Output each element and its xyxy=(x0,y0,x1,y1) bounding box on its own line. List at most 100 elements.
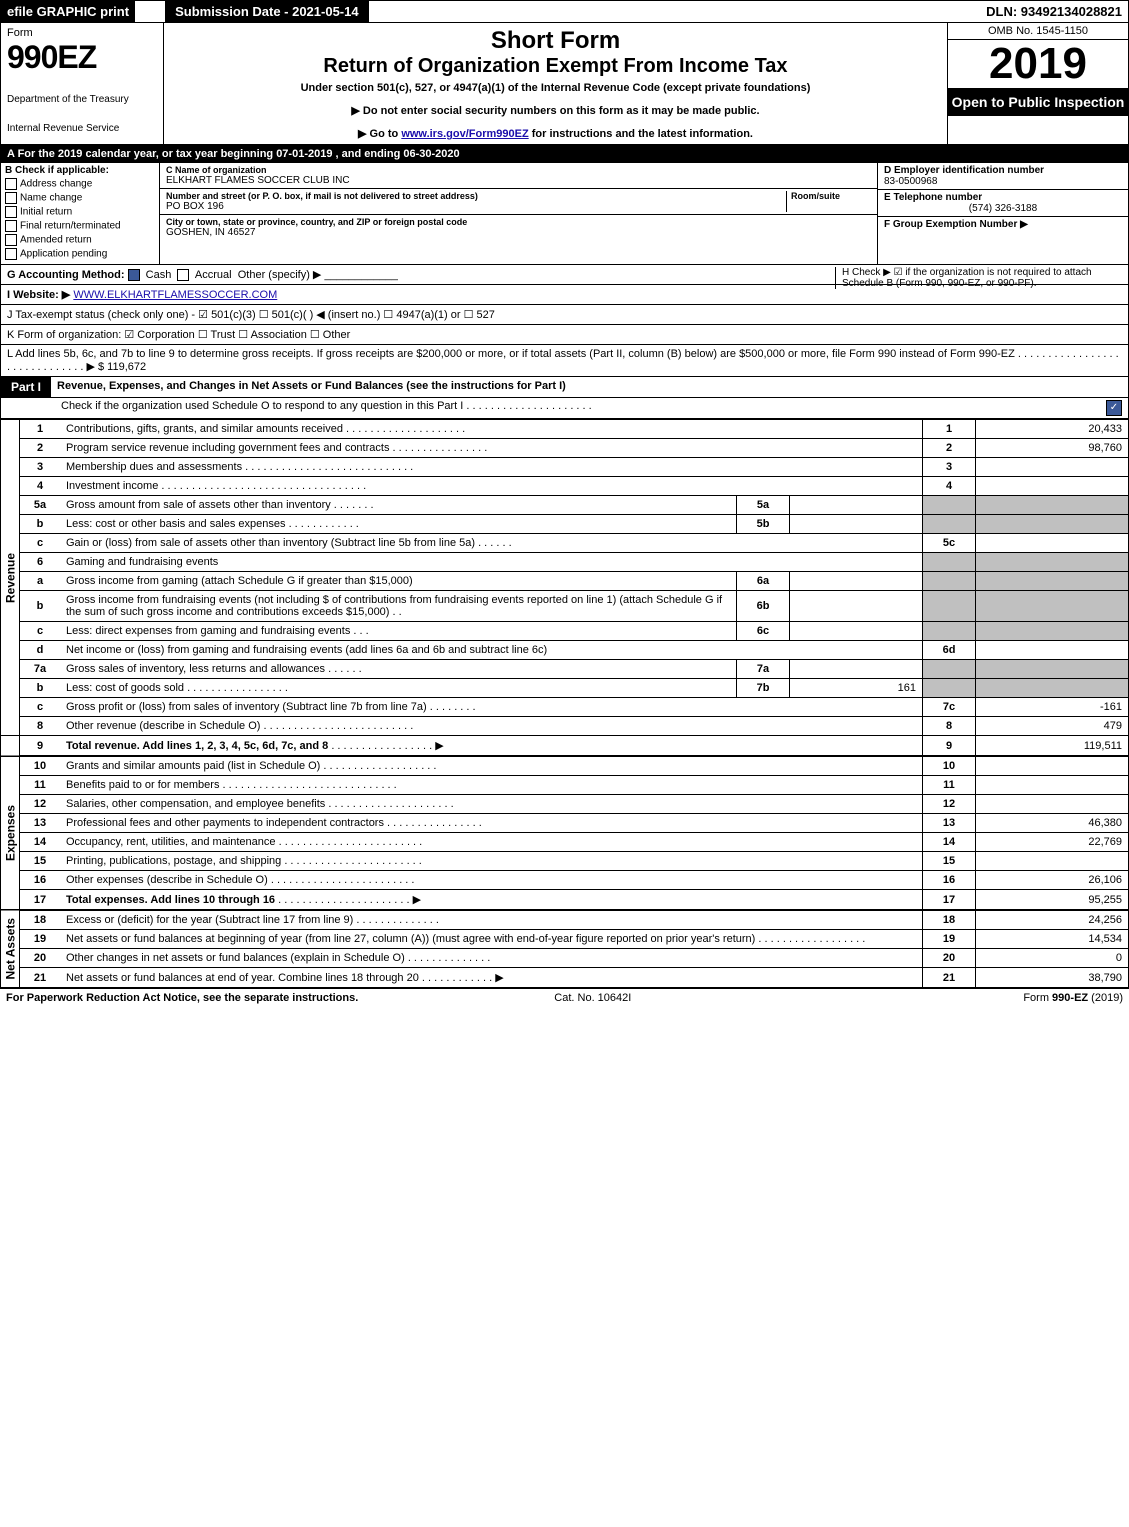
check-initial-return[interactable]: Initial return xyxy=(5,206,155,218)
check-application-pending[interactable]: Application pending xyxy=(5,248,155,260)
lines-table: Revenue 1 Contributions, gifts, grants, … xyxy=(0,419,1129,988)
line-10: Expenses 10 Grants and similar amounts p… xyxy=(1,756,1129,776)
website-label: I Website: ▶ xyxy=(7,289,70,301)
line-5c: c Gain or (loss) from sale of assets oth… xyxy=(1,534,1129,553)
line-6d: d Net income or (loss) from gaming and f… xyxy=(1,641,1129,660)
line-6c: c Less: direct expenses from gaming and … xyxy=(1,622,1129,641)
line-2-amt: 98,760 xyxy=(976,439,1129,458)
line-13-amt: 46,380 xyxy=(976,814,1129,833)
line-7a-val xyxy=(790,660,923,679)
section-def: D Employer identification number 83-0500… xyxy=(877,163,1128,264)
line-4: 4 Investment income . . . . . . . . . . … xyxy=(1,477,1129,496)
return-title: Return of Organization Exempt From Incom… xyxy=(168,55,943,78)
check-final-return[interactable]: Final return/terminated xyxy=(5,220,155,232)
org-name-cell: C Name of organization ELKHART FLAMES SO… xyxy=(160,163,877,189)
under-section: Under section 501(c), 527, or 4947(a)(1)… xyxy=(168,82,943,94)
line-18-amt: 24,256 xyxy=(976,910,1129,930)
check-accrual[interactable] xyxy=(177,269,189,281)
street-label: Number and street (or P. O. box, if mail… xyxy=(166,191,786,201)
section-i: I Website: ▶ WWW.ELKHARTFLAMESSOCCER.COM xyxy=(0,285,1129,305)
line-1-amt: 20,433 xyxy=(976,420,1129,439)
line-9-amt: 119,511 xyxy=(976,736,1129,757)
section-a-tax-year: A For the 2019 calendar year, or tax yea… xyxy=(0,145,1129,163)
city: GOSHEN, IN 46527 xyxy=(166,227,871,238)
line-15-amt xyxy=(976,852,1129,871)
header-right: OMB No. 1545-1150 2019 Open to Public In… xyxy=(947,23,1128,144)
dept-treasury: Department of the Treasury xyxy=(7,94,157,105)
goto-note: ▶ Go to www.irs.gov/Form990EZ for instru… xyxy=(168,127,943,140)
org-name: ELKHART FLAMES SOCCER CLUB INC xyxy=(166,175,871,186)
line-7a: 7a Gross sales of inventory, less return… xyxy=(1,660,1129,679)
line-12-amt xyxy=(976,795,1129,814)
g-label: G Accounting Method: xyxy=(7,269,125,281)
check-cash[interactable] xyxy=(128,269,140,281)
check-o-box[interactable]: ✓ xyxy=(1106,400,1122,416)
line-l-text: L Add lines 5b, 6c, and 7b to line 9 to … xyxy=(7,348,1119,373)
section-j: J Tax-exempt status (check only one) - ☑… xyxy=(0,305,1129,325)
line-5a-val xyxy=(790,496,923,515)
footer-right: Form 990-EZ (2019) xyxy=(1023,992,1123,1004)
netassets-vert-label: Net Assets xyxy=(1,910,20,988)
line-9: 9 Total revenue. Add lines 1, 2, 3, 4, 5… xyxy=(1,736,1129,757)
phone-cell: E Telephone number (574) 326-3188 xyxy=(878,190,1128,217)
line-6d-amt xyxy=(976,641,1129,660)
header-center: Short Form Return of Organization Exempt… xyxy=(164,23,947,144)
line-11: 11 Benefits paid to or for members . . .… xyxy=(1,776,1129,795)
footer: For Paperwork Reduction Act Notice, see … xyxy=(0,988,1129,1007)
part-i-check-o: Check if the organization used Schedule … xyxy=(0,398,1129,419)
street: PO BOX 196 xyxy=(166,201,786,212)
line-6a: a Gross income from gaming (attach Sched… xyxy=(1,572,1129,591)
omb-number: OMB No. 1545-1150 xyxy=(948,23,1128,40)
line-1: Revenue 1 Contributions, gifts, grants, … xyxy=(1,420,1129,439)
org-name-label: C Name of organization xyxy=(166,165,871,175)
section-b-title: B Check if applicable: xyxy=(5,165,155,176)
line-8-amt: 479 xyxy=(976,717,1129,736)
info-block: B Check if applicable: Address change Na… xyxy=(0,163,1129,265)
line-17-amt: 95,255 xyxy=(976,890,1129,911)
open-public: Open to Public Inspection xyxy=(948,88,1128,116)
line-5c-amt xyxy=(976,534,1129,553)
line-19: 19 Net assets or fund balances at beginn… xyxy=(1,930,1129,949)
line-7c-amt: -161 xyxy=(976,698,1129,717)
ein-label: D Employer identification number xyxy=(884,165,1122,176)
check-name-change[interactable]: Name change xyxy=(5,192,155,204)
line-20-amt: 0 xyxy=(976,949,1129,968)
city-cell: City or town, state or province, country… xyxy=(160,215,877,240)
submission-date: Submission Date - 2021-05-14 xyxy=(165,1,369,22)
form-number: 990EZ xyxy=(7,39,157,76)
line-8: 8 Other revenue (describe in Schedule O)… xyxy=(1,717,1129,736)
footer-mid: Cat. No. 10642I xyxy=(554,992,631,1004)
part-i-title: Revenue, Expenses, and Changes in Net As… xyxy=(51,377,1128,397)
top-bar: efile GRAPHIC print Submission Date - 20… xyxy=(0,0,1129,23)
line-14-amt: 22,769 xyxy=(976,833,1129,852)
line-17: 17 Total expenses. Add lines 10 through … xyxy=(1,890,1129,911)
section-l: L Add lines 5b, 6c, and 7b to line 9 to … xyxy=(0,345,1129,377)
city-label: City or town, state or province, country… xyxy=(166,217,871,227)
line-16-amt: 26,106 xyxy=(976,871,1129,890)
website-link[interactable]: WWW.ELKHARTFLAMESSOCCER.COM xyxy=(73,289,277,301)
line-l-value: 119,672 xyxy=(107,361,146,373)
ein-value: 83-0500968 xyxy=(884,176,1122,187)
line-5a: 5a Gross amount from sale of assets othe… xyxy=(1,496,1129,515)
line-6b-val xyxy=(790,591,923,622)
dln: DLN: 93492134028821 xyxy=(980,1,1128,22)
line-6c-val xyxy=(790,622,923,641)
revenue-vert-label: Revenue xyxy=(1,420,20,736)
form-header: Form 990EZ Department of the Treasury In… xyxy=(0,23,1129,145)
line-15: 15 Printing, publications, postage, and … xyxy=(1,852,1129,871)
check-address-change[interactable]: Address change xyxy=(5,178,155,190)
line-14: 14 Occupancy, rent, utilities, and maint… xyxy=(1,833,1129,852)
part-i-header: Part I Revenue, Expenses, and Changes in… xyxy=(0,377,1129,398)
check-amended-return[interactable]: Amended return xyxy=(5,234,155,246)
tax-year: 2019 xyxy=(948,40,1128,88)
section-c: C Name of organization ELKHART FLAMES SO… xyxy=(160,163,877,264)
section-g: G Accounting Method: Cash Accrual Other … xyxy=(0,265,1129,285)
form-label: Form xyxy=(7,27,157,39)
line-16: 16 Other expenses (describe in Schedule … xyxy=(1,871,1129,890)
line-19-amt: 14,534 xyxy=(976,930,1129,949)
part-i-label: Part I xyxy=(1,377,51,397)
irs-link[interactable]: www.irs.gov/Form990EZ xyxy=(401,128,528,140)
line-11-amt xyxy=(976,776,1129,795)
line-3: 3 Membership dues and assessments . . . … xyxy=(1,458,1129,477)
footer-left: For Paperwork Reduction Act Notice, see … xyxy=(6,992,358,1004)
